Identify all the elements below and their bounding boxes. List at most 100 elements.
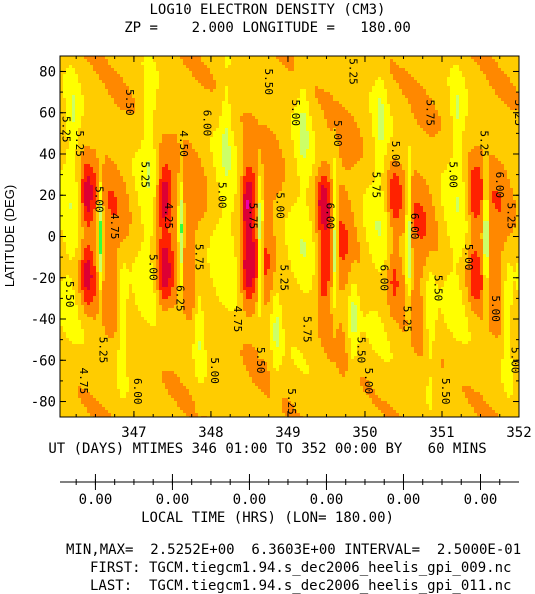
heat-cell (336, 59, 340, 63)
heat-cell (318, 92, 322, 96)
heat-cell (345, 122, 349, 126)
heat-cell (261, 119, 265, 123)
heat-cell (159, 56, 163, 60)
heat-cell (327, 134, 331, 138)
heat-cell (99, 143, 103, 147)
heat-cell (111, 80, 115, 84)
heat-cell (72, 107, 76, 111)
heat-cell (222, 125, 226, 129)
heat-cell (219, 83, 223, 87)
heat-cell (414, 113, 418, 117)
heat-cell (96, 149, 100, 153)
heat-cell (246, 149, 250, 153)
heat-cell (357, 119, 361, 123)
heat-cell (504, 98, 508, 102)
heat-cell (102, 152, 106, 156)
heat-cell (495, 95, 499, 99)
heat-cell (489, 110, 493, 114)
heat-cell (426, 122, 430, 126)
heat-cell (324, 86, 328, 90)
heat-cell (489, 80, 493, 84)
heat-cell (318, 62, 322, 66)
heat-cell (333, 107, 337, 111)
heat-cell (492, 65, 496, 69)
heat-cell (84, 68, 88, 72)
heat-cell (219, 137, 223, 141)
heat-cell (168, 122, 172, 126)
heat-cell (162, 146, 166, 150)
heat-cell (438, 59, 442, 63)
heat-cell (483, 62, 487, 66)
heat-cell (159, 62, 163, 66)
heat-cell (138, 119, 142, 123)
heat-cell (294, 152, 298, 156)
heat-cell (306, 65, 310, 69)
heat-cell (255, 116, 259, 120)
heat-cell (432, 113, 436, 117)
heat-cell (60, 149, 64, 153)
heat-cell (123, 92, 127, 96)
heat-cell (363, 86, 367, 90)
heat-cell (183, 125, 187, 129)
heat-cell (84, 149, 88, 153)
heat-cell (399, 113, 403, 117)
heat-cell (426, 137, 430, 141)
heat-cell (174, 104, 178, 108)
heat-cell (180, 110, 184, 114)
heat-cell (339, 140, 343, 144)
heat-cell (465, 95, 469, 99)
heat-cell (420, 86, 424, 90)
heat-cell (150, 68, 154, 72)
heat-cell (462, 74, 466, 78)
heat-cell (156, 95, 160, 99)
heat-cell (477, 104, 481, 108)
heat-cell (66, 116, 70, 120)
heat-cell (69, 110, 73, 114)
heat-cell (195, 113, 199, 117)
heat-cell (117, 143, 121, 147)
heat-cell (348, 59, 352, 63)
heat-cell (372, 59, 376, 63)
heat-cell (276, 104, 280, 108)
heat-cell (309, 146, 313, 150)
heat-cell (453, 86, 457, 90)
heat-cell (183, 104, 187, 108)
heat-cell (222, 122, 226, 126)
heat-cell (384, 71, 388, 75)
heat-cell (84, 122, 88, 126)
heat-cell (231, 86, 235, 90)
heat-cell (294, 116, 298, 120)
heat-cell (222, 95, 226, 99)
heat-cell (219, 119, 223, 123)
heat-cell (264, 119, 268, 123)
heat-cell (186, 110, 190, 114)
heat-cell (384, 137, 388, 141)
heat-cell (291, 92, 295, 96)
heat-cell (150, 134, 154, 138)
heat-cell (420, 98, 424, 102)
heat-cell (285, 89, 289, 93)
heat-cell (285, 143, 289, 147)
heat-cell (441, 107, 445, 111)
heat-cell (240, 131, 244, 135)
heat-cell (432, 89, 436, 93)
heat-cell (477, 146, 481, 150)
heat-cell (498, 104, 502, 108)
heat-cell (477, 140, 481, 144)
heat-cell (213, 77, 217, 81)
heat-cell (105, 59, 109, 63)
heat-cell (336, 92, 340, 96)
heat-cell (513, 119, 517, 123)
heat-cell (141, 110, 145, 114)
heat-cell (516, 110, 519, 114)
heat-cell (354, 140, 358, 144)
heat-cell (513, 89, 517, 93)
heat-cell (237, 110, 241, 114)
heat-cell (462, 107, 466, 111)
heat-cell (318, 98, 322, 102)
heat-cell (174, 62, 178, 66)
heat-cell (108, 137, 112, 141)
heat-cell (348, 140, 352, 144)
heat-cell (81, 122, 85, 126)
heat-cell (150, 74, 154, 78)
